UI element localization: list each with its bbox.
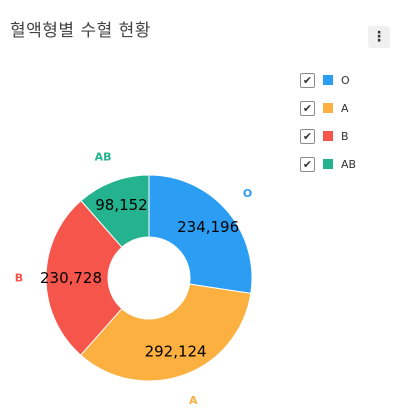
chart-menu-button[interactable]: ⋮ (368, 26, 390, 48)
legend-swatch (323, 75, 333, 85)
slice-value-label: 98,152 (95, 196, 148, 214)
slice-b[interactable] (45, 199, 123, 356)
slice-a[interactable] (79, 283, 252, 382)
legend-checkbox[interactable]: ✔ (300, 156, 315, 172)
legend-label: O (341, 73, 350, 87)
more-vertical-icon: ⋮ (372, 29, 386, 45)
chart-title: 혈액형별 수혈 현황 (10, 21, 151, 41)
slice-value-label: 234,196 (177, 218, 239, 236)
legend-checkbox[interactable]: ✔ (300, 100, 315, 116)
legend-item-a[interactable]: ✔ A (300, 94, 356, 122)
slice-category-label: AB (95, 150, 112, 163)
chart-legend: ✔ O ✔ A ✔ B ✔ AB (300, 66, 356, 178)
legend-label: B (341, 129, 349, 143)
legend-label: A (341, 101, 349, 115)
legend-checkbox[interactable]: ✔ (300, 128, 315, 144)
slice-category-label: A (189, 394, 198, 407)
slice-value-label: 230,728 (40, 269, 102, 287)
slice-ab[interactable] (80, 174, 150, 248)
legend-swatch (323, 159, 333, 169)
slice-category-label: B (15, 272, 23, 285)
legend-item-ab[interactable]: ✔ AB (300, 150, 356, 178)
legend-item-o[interactable]: ✔ O (300, 66, 356, 94)
legend-label: AB (341, 157, 357, 171)
legend-checkbox[interactable]: ✔ (300, 72, 315, 88)
legend-item-b[interactable]: ✔ B (300, 122, 356, 150)
slice-o[interactable] (148, 174, 253, 294)
legend-swatch (323, 103, 333, 113)
legend-swatch (323, 131, 333, 141)
slice-value-label: 292,124 (145, 342, 207, 360)
slice-category-label: O (243, 187, 252, 200)
